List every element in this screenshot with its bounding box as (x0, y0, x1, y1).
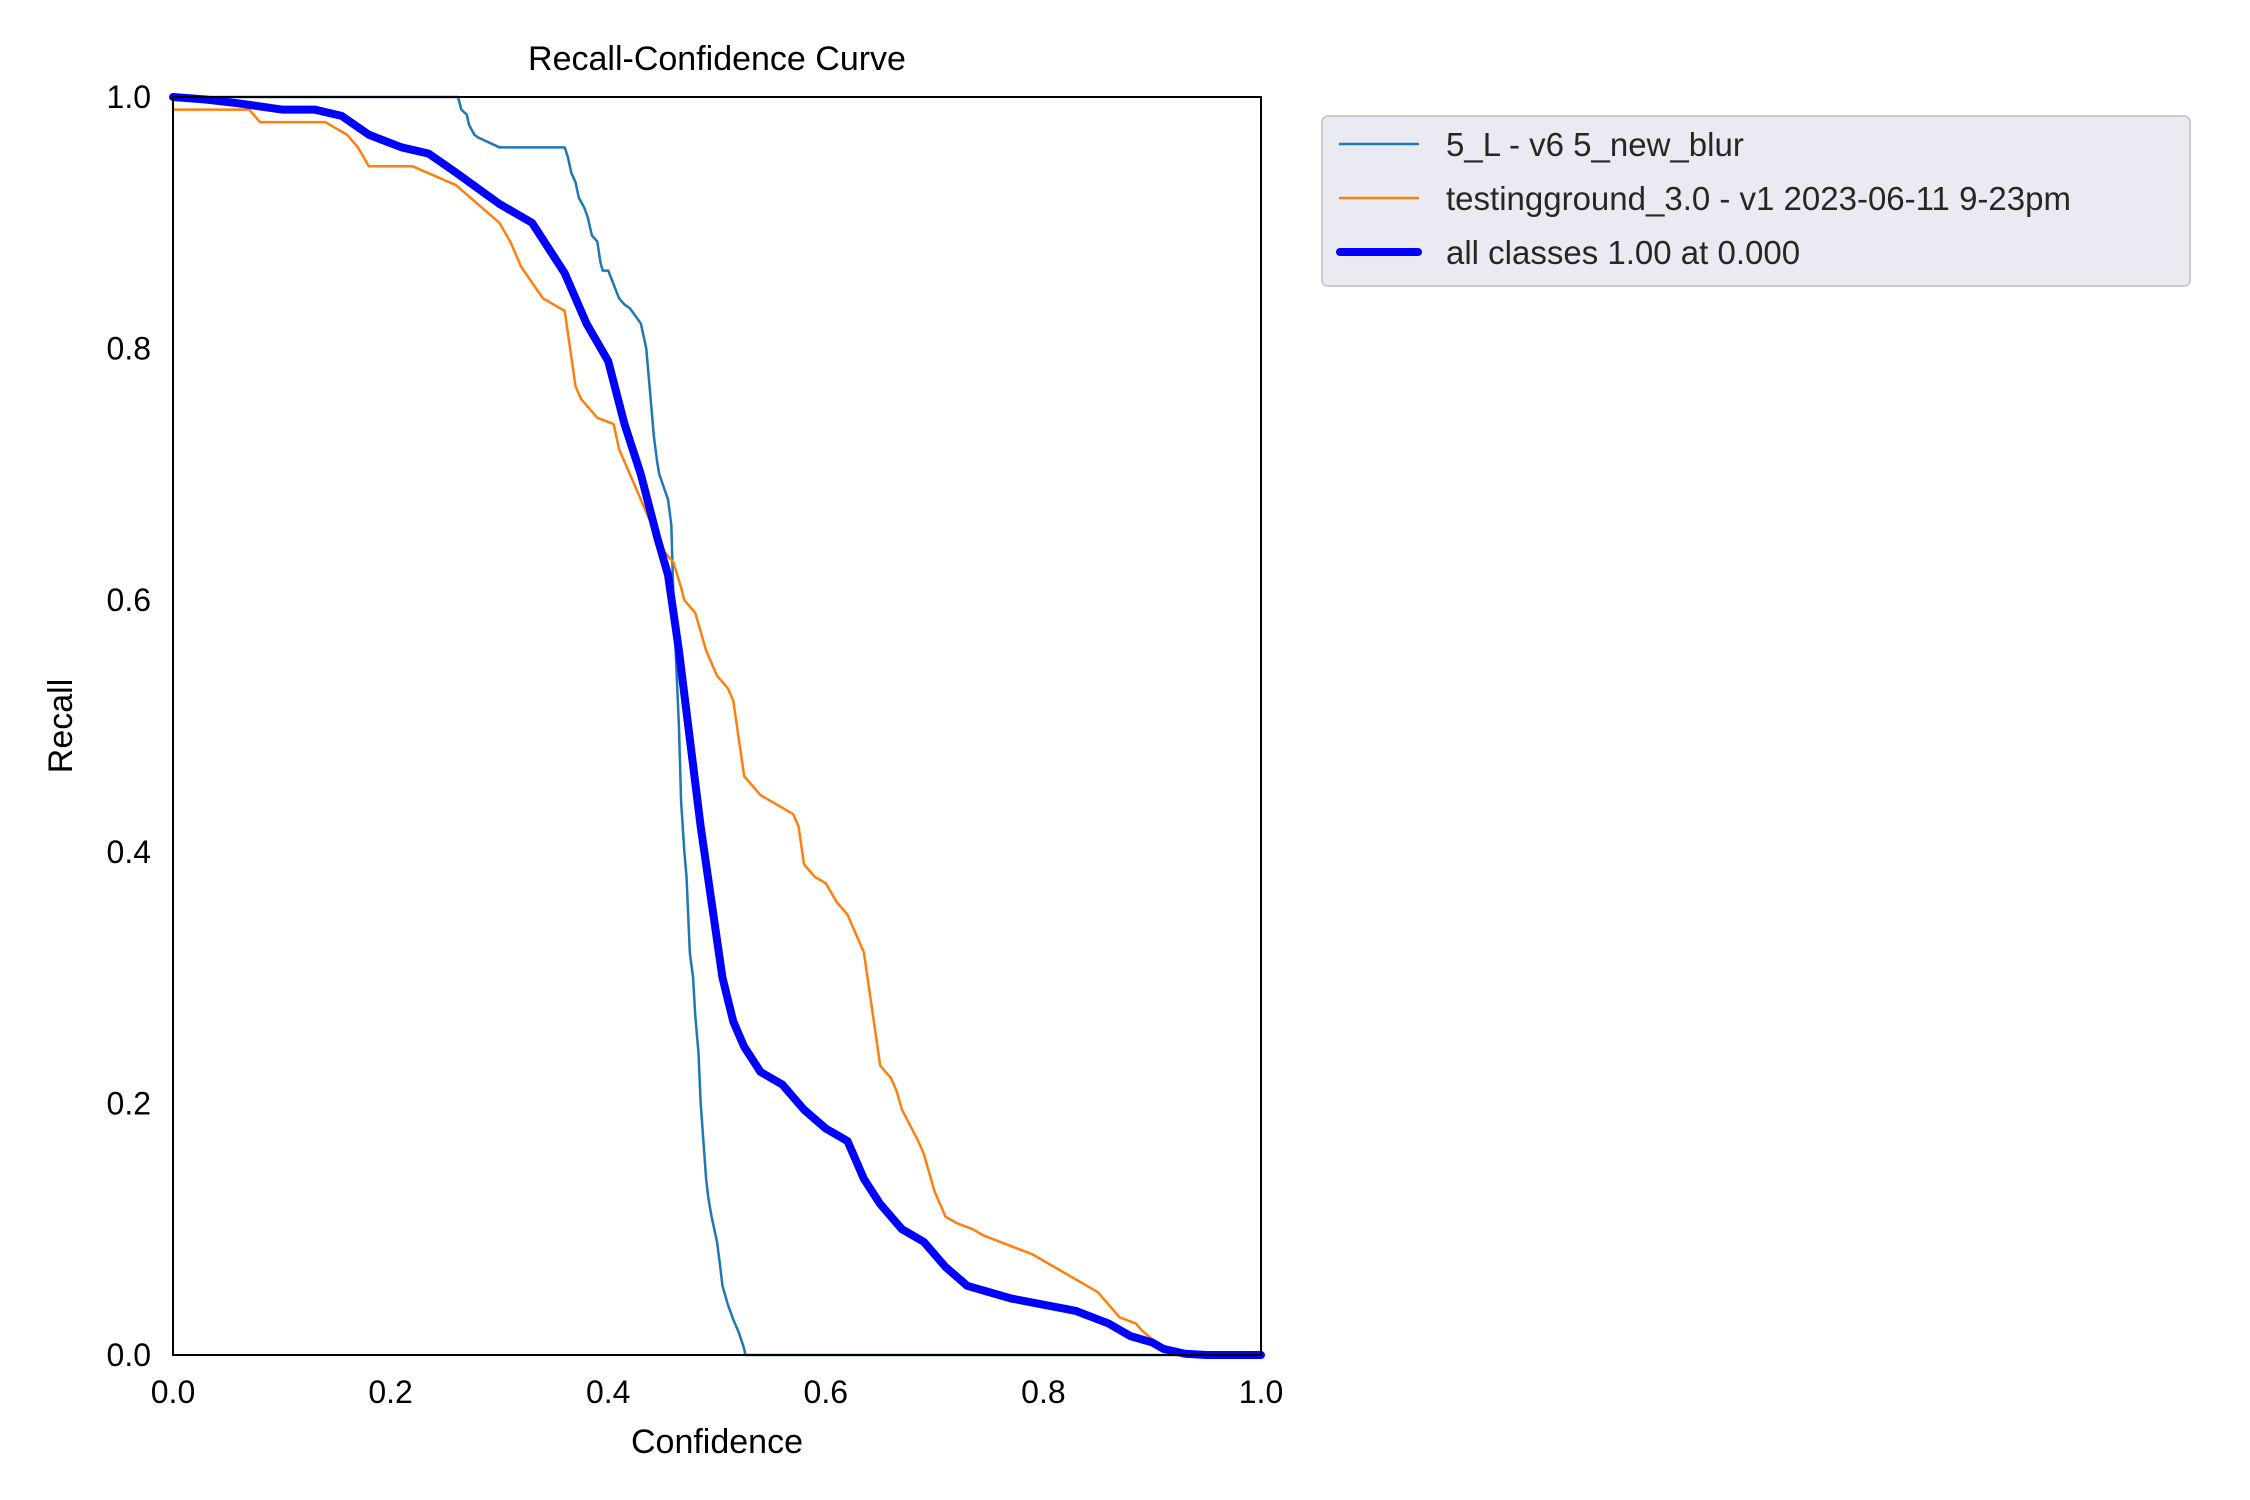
series-line-2 (171, 108, 1263, 1357)
axis-ticks: 0.0 0.2 0.4 0.6 0.8 1.0 0.0 0.2 0.4 0.6 0.8 1.0 (107, 79, 1284, 1410)
chart-title: Recall-Confidence Curve (528, 40, 906, 78)
series-lines (169, 93, 1265, 1359)
series-line-3 (169, 93, 1265, 1359)
y-axis-title: Recall (42, 679, 80, 773)
y-tick-label: 0.2 (107, 1085, 151, 1121)
legend: 5_L - v6 5_new_blur testingground_3.0 - v… (1321, 115, 2191, 287)
legend-box (1321, 115, 2191, 287)
y-tick-label: 0.8 (107, 331, 151, 367)
x-tick-label: 0.4 (586, 1374, 630, 1410)
y-tick-label: 1.0 (107, 79, 151, 115)
x-axis-title: Confidence (631, 1423, 803, 1461)
y-tick-label: 0.6 (107, 582, 151, 618)
x-tick-label: 0.6 (804, 1374, 848, 1410)
x-tick-label: 0.8 (1021, 1374, 1065, 1410)
x-tick-label: 1.0 (1239, 1374, 1283, 1410)
legend-label-2: testingground_3.0 - v1 2023-06-11 9-23pm (1446, 180, 2071, 217)
plot-frame (172, 96, 1262, 1356)
x-tick-label: 0.0 (151, 1374, 195, 1410)
y-tick-label: 0.4 (107, 834, 151, 870)
series-line-1 (171, 95, 1263, 1357)
legend-items: 5_L - v6 5_new_blur testingground_3.0 - v… (1336, 126, 2071, 271)
y-tick-label: 0.0 (107, 1337, 151, 1373)
legend-label-3: all classes 1.00 at 0.000 (1446, 234, 1800, 271)
legend-label-1: 5_L - v6 5_new_blur (1446, 126, 1744, 163)
x-tick-label: 0.2 (368, 1374, 412, 1410)
